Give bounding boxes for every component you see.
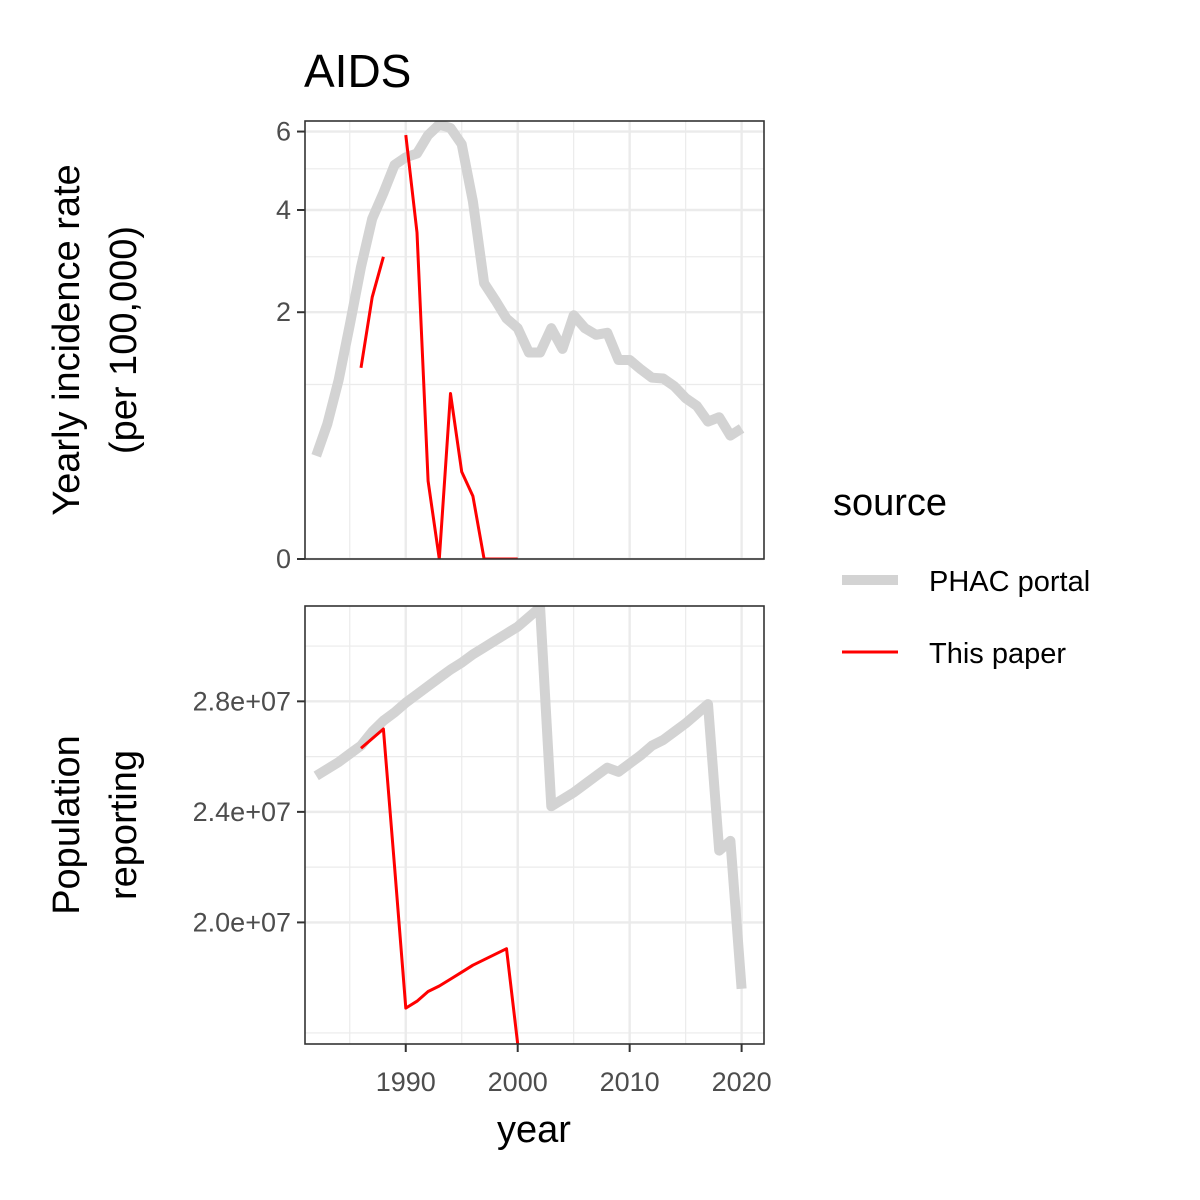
y-axis-title-top-line1: Yearly incidence rate	[46, 164, 88, 515]
series-group	[311, 121, 745, 559]
y-tick-label: 2.8e+07	[193, 686, 291, 716]
series-line-phac-portal	[313, 606, 747, 990]
y-tick-label: 4	[276, 195, 291, 225]
y-tick-label: 2.0e+07	[193, 907, 291, 937]
y-tick-label: 2.4e+07	[193, 797, 291, 827]
panel-background	[305, 121, 764, 559]
series-line-this-paper	[360, 727, 520, 1044]
series-group	[313, 606, 747, 1044]
x-tick-label: 2010	[600, 1067, 660, 1097]
y-tick-label: 6	[276, 117, 291, 147]
x-axis-title: year	[497, 1109, 571, 1151]
legend-label-phac-portal: PHAC portal	[929, 566, 1090, 598]
x-tick-label: 2020	[712, 1067, 772, 1097]
panel-population-reporting: 2.0e+07 2.4e+07 2.8e+07 1990 2000 2010 2020	[193, 605, 772, 1097]
y-tick-label: 2	[276, 297, 291, 327]
series-line-this-paper	[359, 256, 385, 369]
x-tick-label: 1990	[376, 1067, 436, 1097]
panel-background	[305, 606, 764, 1044]
legend-title: source	[833, 482, 947, 524]
series-line-phac-portal	[311, 121, 745, 458]
y-tick-label: 0	[276, 544, 291, 574]
panel-incidence-rate: 0 2 4 6	[276, 117, 765, 574]
y-axis-title-bottom-line2: reporting	[103, 750, 145, 900]
series-line-this-paper	[404, 134, 518, 559]
panel-border	[304, 605, 765, 1045]
chart-title: AIDS	[304, 45, 411, 97]
legend: source PHAC portal This paper	[833, 482, 1090, 670]
x-tick-label: 2000	[488, 1067, 548, 1097]
y-axis-title-top-line2: (per 100,000)	[103, 226, 145, 454]
y-axis-title-bottom-line1: Population	[46, 735, 88, 915]
panel-border	[304, 120, 765, 560]
legend-label-this-paper: This paper	[929, 638, 1066, 670]
